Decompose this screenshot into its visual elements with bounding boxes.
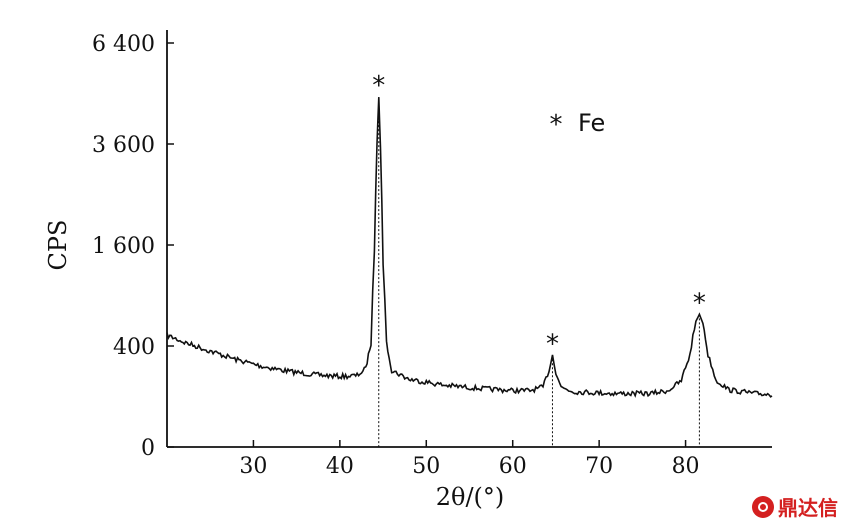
peak-marker: * [546,329,559,359]
legend: * Fe [550,109,606,140]
y-axis-label: CPS [44,220,72,271]
y-tick-label: 6 400 [92,32,155,57]
x-tick-label: 50 [412,454,440,479]
x-tick-label: 60 [499,454,527,479]
y-tick-label: 0 [141,436,155,461]
y-tick-label: 1 600 [92,234,155,259]
peak-marker: * [693,288,706,318]
x-tick-label: 30 [239,454,267,479]
peak-marker: * [372,71,385,101]
watermark-logo-icon [752,495,774,518]
watermark-text: 鼎达信 [778,496,838,520]
peak-drop-lines [378,97,700,447]
legend-marker: * [550,110,563,140]
peak-markers: * * * [372,71,706,359]
legend-label: Fe [578,109,605,137]
x-tick-label: 80 [672,454,700,479]
watermark: 鼎达信 [752,492,838,521]
x-tick-label: 40 [326,454,354,479]
y-ticks: 0 400 1 600 3 600 6 400 [92,32,174,461]
x-tick-label: 70 [585,454,613,479]
axes [166,30,772,448]
y-tick-label: 400 [113,335,155,360]
diffraction-line [166,97,773,398]
y-tick-label: 3 600 [92,133,155,158]
x-ticks: 30 40 50 60 70 80 [239,440,700,479]
x-axis-label: 2θ/(°) [436,483,505,511]
